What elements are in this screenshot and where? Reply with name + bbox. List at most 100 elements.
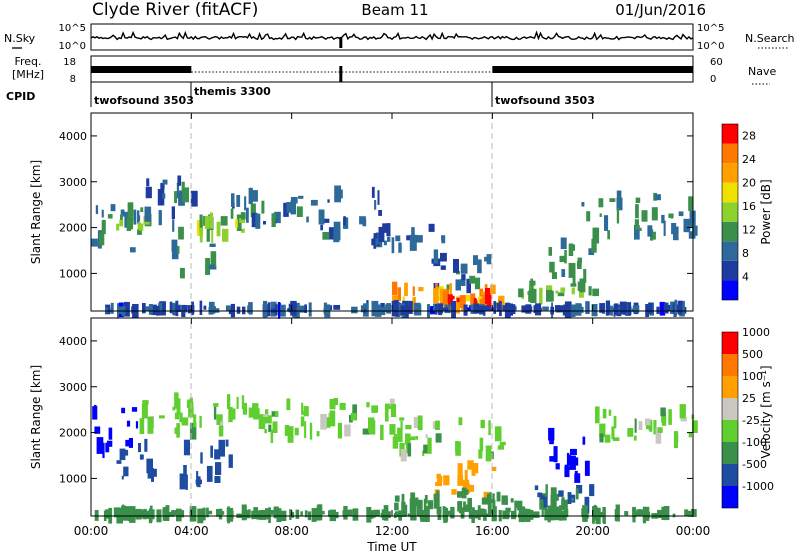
velocity-cell	[550, 487, 557, 499]
power-cell	[502, 305, 506, 312]
velocity-cell	[553, 506, 560, 521]
power-cell	[290, 300, 297, 316]
power-cell	[476, 305, 484, 314]
power-cell	[581, 202, 585, 207]
power-cell	[199, 300, 203, 315]
colorbar-segment	[722, 163, 738, 183]
power-cell	[614, 303, 619, 315]
velocity-cell	[107, 440, 113, 447]
velocity-cell	[549, 456, 555, 462]
velocity-cell	[688, 432, 692, 438]
velocity-cell	[661, 506, 665, 520]
velocity-cell	[295, 509, 300, 519]
velocity-cell	[496, 491, 501, 502]
velocity-cell	[189, 506, 197, 522]
velocity-cell	[675, 432, 679, 443]
power-cell	[688, 231, 696, 239]
power-cell	[210, 251, 217, 267]
power-cell	[137, 229, 142, 235]
velocity-cell	[483, 509, 487, 521]
velocity-cell	[272, 421, 278, 433]
velocity-cell	[253, 507, 258, 519]
velocity-cell	[380, 424, 384, 440]
nave-right-tick-high: 60	[710, 57, 723, 68]
power-cell	[442, 290, 449, 303]
power-cell	[539, 287, 543, 305]
power-cell	[653, 231, 656, 240]
velocity-cell	[589, 484, 595, 497]
power-cell	[105, 307, 109, 313]
velocity-cell	[575, 488, 579, 500]
power-cell	[435, 303, 438, 315]
noise-sky-line	[90, 30, 694, 41]
power-cell	[124, 211, 129, 228]
noise-search-label: N.Search	[745, 32, 795, 45]
power-cell	[126, 217, 131, 231]
colorbar-tick-label: 12	[742, 224, 756, 237]
velocity-cell	[499, 441, 506, 446]
velocity-cell	[518, 506, 526, 523]
velocity-cell	[497, 445, 504, 450]
power-cell	[616, 207, 620, 224]
velocity-cell	[433, 493, 440, 509]
velocity-cell	[410, 436, 416, 441]
velocity-cell	[559, 505, 563, 521]
power-cell	[467, 307, 474, 312]
velocity-cell	[147, 510, 154, 519]
power-cell	[562, 304, 565, 316]
velocity-cell	[604, 434, 611, 443]
velocity-cell	[176, 423, 180, 438]
power-cell	[178, 190, 185, 206]
power-cell	[634, 224, 640, 240]
velocity-cell	[123, 466, 129, 477]
colorbar-segment	[722, 376, 738, 398]
velocity-cell	[435, 433, 442, 443]
velocity-cell	[294, 427, 299, 436]
power-cell	[634, 219, 639, 230]
power-cell	[371, 186, 375, 198]
power-cell	[333, 229, 340, 243]
power-cell	[692, 225, 698, 236]
power-cell	[181, 181, 185, 192]
velocity-cell	[481, 497, 489, 505]
velocity-cell	[151, 468, 154, 482]
power-cell	[95, 205, 99, 215]
colorbar-segment	[722, 143, 738, 164]
velocity-cell	[241, 395, 245, 410]
colorbar-tick-label: 100	[742, 370, 763, 383]
velocity-cell	[181, 417, 189, 426]
noise-trace	[90, 30, 694, 48]
velocity-cell	[638, 509, 642, 517]
velocity-cell	[304, 421, 307, 438]
velocity-cell	[505, 507, 511, 513]
velocity-cell	[608, 409, 612, 416]
velocity-cell	[366, 507, 372, 523]
velocity-cell	[563, 508, 569, 518]
power-cell	[174, 191, 177, 204]
power-cell	[485, 293, 491, 300]
velocity-cell	[329, 398, 336, 410]
power-cell	[564, 301, 572, 318]
power-cell	[469, 275, 476, 284]
power-cell	[124, 301, 130, 317]
velocity-cell	[657, 427, 663, 433]
velocity-cell	[502, 510, 510, 520]
x-tick-label: 12:00	[375, 524, 410, 538]
power-cell	[205, 258, 211, 275]
colorbar-tick-label: 8	[742, 247, 749, 260]
power-cell	[391, 237, 395, 254]
velocity-cell	[423, 498, 427, 513]
power-cell	[648, 302, 653, 314]
power-y-axis: 1000 2000 3000 4000	[59, 130, 693, 280]
power-cell	[206, 227, 210, 242]
velocity-cell	[125, 439, 131, 447]
velocity-cell	[301, 402, 304, 415]
power-cell	[619, 301, 627, 315]
velocity-cell	[242, 402, 247, 415]
velocity-cell	[213, 403, 219, 407]
power-cell	[377, 190, 380, 205]
velocity-cell	[315, 508, 321, 521]
velocity-colorbar-label: Velocity [m s⁻¹]	[759, 365, 773, 458]
velocity-cell	[494, 426, 502, 442]
power-cell	[533, 305, 537, 313]
